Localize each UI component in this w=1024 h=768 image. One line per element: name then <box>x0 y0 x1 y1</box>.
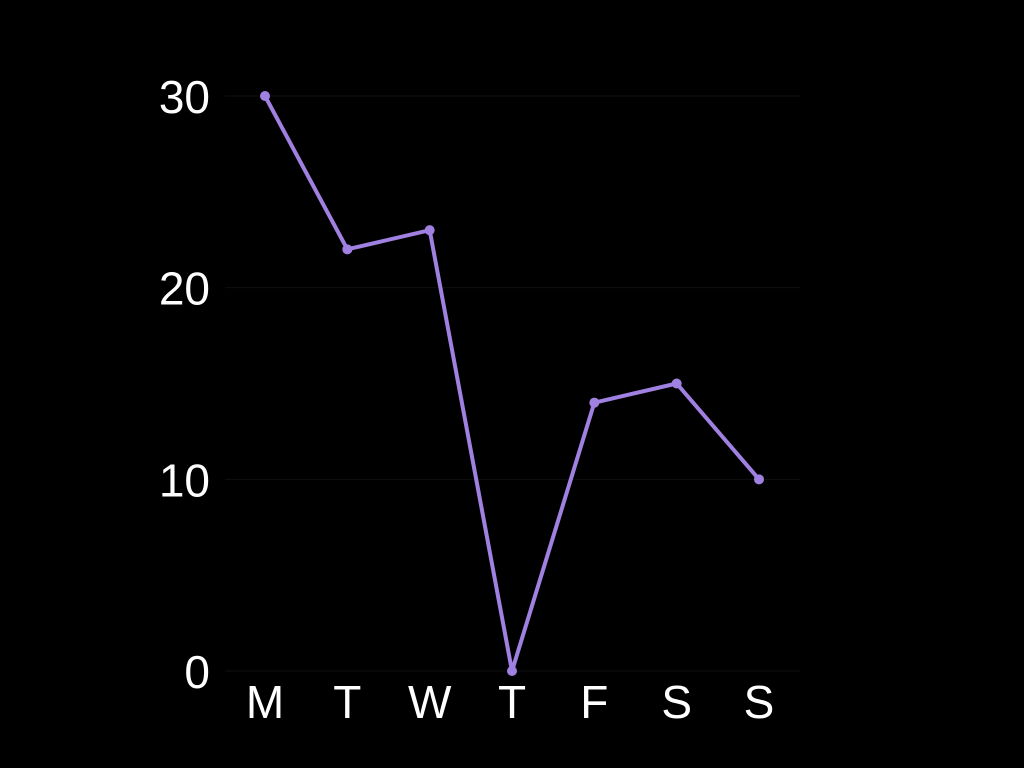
data-point-m-0 <box>260 91 270 101</box>
y-tick-label-0: 0 <box>184 646 210 698</box>
data-point-t-3 <box>507 666 517 676</box>
y-axis-tick-labels: 0 10 20 30 <box>159 71 210 698</box>
series-line-0 <box>263 94 761 673</box>
data-point-s-5 <box>671 378 682 389</box>
x-tick-label-4: F <box>580 676 608 728</box>
data-point-f-4 <box>589 397 600 408</box>
x-tick-label-2: W <box>408 676 452 728</box>
series-line-group <box>260 91 764 676</box>
x-tick-label-3: T <box>498 676 526 728</box>
y-tick-label-2: 20 <box>159 263 210 315</box>
x-tick-label-5: S <box>661 676 692 728</box>
data-point-s-6 <box>754 474 764 485</box>
x-tick-label-6: S <box>744 676 775 728</box>
y-tick-label-1: 10 <box>159 454 210 506</box>
x-tick-label-0: M <box>246 676 284 728</box>
data-point-t-1 <box>342 244 353 255</box>
x-tick-label-1: T <box>333 676 361 728</box>
data-point-w-2 <box>424 225 435 236</box>
y-tick-label-3: 30 <box>159 71 210 123</box>
